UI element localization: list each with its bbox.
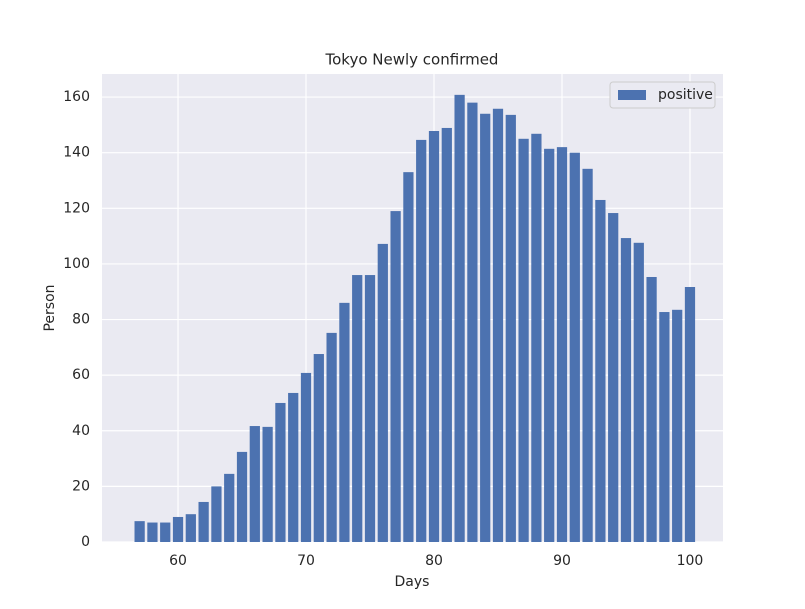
bar [249, 426, 260, 542]
bar [646, 276, 657, 542]
bar [390, 211, 401, 542]
y-tick-label: 140 [63, 145, 90, 161]
x-tick-label: 60 [169, 553, 187, 569]
bar [275, 402, 286, 542]
bar [544, 148, 555, 543]
bar [211, 486, 222, 542]
bar [262, 426, 273, 542]
y-tick-label: 40 [72, 423, 90, 439]
bar [518, 138, 529, 542]
bar [313, 354, 324, 542]
x-tick-label: 100 [677, 553, 704, 569]
bar [185, 514, 196, 542]
bar [569, 152, 580, 542]
bar [224, 473, 235, 542]
chart-title: Tokyo Newly confirmed [325, 51, 499, 69]
y-tick-label: 20 [72, 478, 90, 494]
y-axis-label: Person [42, 284, 58, 331]
bar [633, 242, 644, 542]
bar [326, 332, 337, 542]
y-tick-label: 60 [72, 367, 90, 383]
bar [608, 213, 619, 543]
y-tick-label: 100 [63, 256, 90, 272]
bar [582, 168, 593, 542]
bar [288, 392, 299, 542]
bar [428, 131, 440, 542]
y-tick-label: 160 [63, 89, 90, 105]
bar [300, 372, 312, 542]
y-tick-label: 120 [63, 200, 90, 216]
bar [160, 522, 171, 542]
bar [339, 302, 350, 542]
bar [659, 312, 670, 542]
bar [172, 516, 184, 542]
bar [556, 147, 568, 543]
bar [377, 243, 388, 542]
bar [595, 199, 606, 543]
bar [454, 94, 465, 542]
legend-box [609, 81, 716, 109]
bar [198, 501, 209, 542]
bar [467, 102, 478, 542]
bar [620, 238, 632, 542]
legend-swatch [618, 90, 646, 100]
bar [480, 113, 491, 542]
x-tick-label: 90 [553, 553, 571, 569]
x-tick-label: 80 [425, 553, 443, 569]
bar [672, 309, 683, 542]
bar [531, 133, 542, 542]
y-tick-label: 0 [81, 534, 90, 550]
y-tick-label: 80 [72, 312, 90, 328]
bar [505, 114, 516, 542]
bar [441, 127, 452, 542]
bar [364, 275, 376, 542]
bar [147, 522, 158, 542]
x-axis-label: Days [395, 574, 430, 590]
bar [492, 108, 504, 542]
bar [134, 521, 145, 542]
bar [416, 139, 427, 542]
bar [236, 451, 248, 542]
x-tick-label: 70 [297, 553, 315, 569]
legend-label: positive [658, 87, 713, 103]
bar [684, 287, 696, 542]
bar [403, 172, 414, 542]
bar [352, 275, 363, 542]
